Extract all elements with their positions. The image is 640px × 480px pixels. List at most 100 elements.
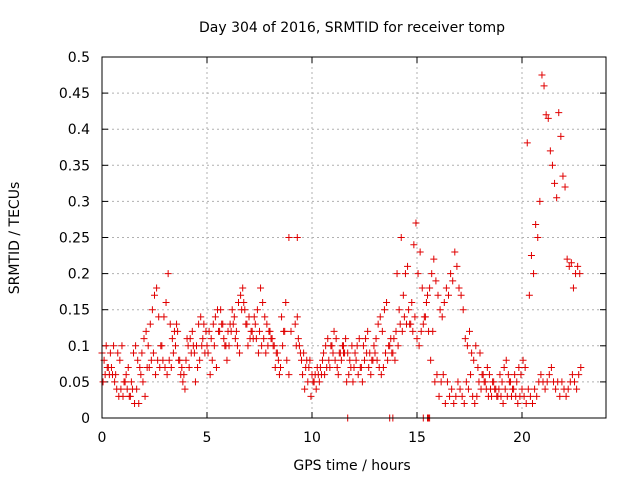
data-point: [211, 313, 219, 321]
data-point: [432, 277, 440, 285]
data-point: [293, 234, 301, 241]
data-point: [112, 371, 120, 379]
data-point: [328, 342, 336, 350]
data-point: [132, 342, 140, 350]
data-point: [294, 335, 302, 343]
y-tick-label: 0.4: [68, 122, 90, 138]
data-point: [223, 356, 231, 364]
data-point: [518, 385, 526, 393]
data-point: [265, 327, 273, 335]
data-point: [280, 327, 288, 335]
data-point: [527, 252, 535, 260]
data-point: [209, 320, 217, 328]
data-point: [158, 342, 166, 350]
data-point: [488, 392, 496, 400]
data-point: [374, 320, 382, 328]
data-point: [519, 356, 527, 364]
data-point: [326, 363, 334, 371]
data-point: [301, 385, 309, 393]
data-point: [196, 356, 204, 364]
data-point: [309, 378, 317, 386]
data-point: [296, 349, 304, 357]
data-point: [233, 342, 241, 350]
data-point: [347, 363, 355, 371]
data-point: [370, 342, 378, 350]
x-tick-label: 15: [408, 430, 426, 446]
data-point: [556, 392, 564, 400]
data-point: [240, 298, 248, 306]
data-point: [411, 313, 419, 321]
y-tick-label: 0.45: [59, 86, 90, 102]
data-point: [361, 356, 368, 364]
data-point: [362, 335, 370, 343]
data-point: [105, 371, 113, 379]
data-point: [395, 306, 403, 314]
data-point: [229, 320, 237, 328]
data-point: [248, 327, 256, 335]
data-point: [267, 335, 275, 343]
data-point: [559, 172, 567, 180]
data-point: [257, 284, 265, 292]
data-point: [450, 400, 458, 408]
data-point: [449, 277, 457, 285]
data-point: [499, 400, 507, 408]
data-point: [430, 255, 438, 263]
y-tick-label: 0: [81, 411, 90, 427]
data-point: [204, 349, 212, 357]
data-point: [206, 371, 214, 379]
data-point: [474, 363, 482, 371]
data-point: [252, 335, 260, 343]
data-point: [189, 342, 197, 350]
data-point: [455, 284, 463, 292]
data-point: [106, 349, 114, 357]
data-point: [242, 320, 250, 328]
data-point: [569, 284, 577, 292]
data-point: [352, 356, 360, 364]
plot-border: [101, 56, 607, 419]
data-point: [409, 327, 417, 335]
data-point: [574, 262, 582, 270]
data-point: [219, 320, 227, 328]
data-point: [291, 320, 299, 328]
data-point: [340, 349, 347, 357]
data-point: [540, 82, 548, 90]
data-point: [552, 385, 560, 393]
data-point: [419, 320, 427, 328]
data-point: [338, 342, 346, 350]
data-point: [261, 313, 269, 321]
data-point: [544, 114, 552, 122]
data-point: [359, 342, 367, 350]
data-point: [443, 378, 451, 386]
data-point: [435, 392, 443, 400]
data-point: [448, 385, 456, 393]
data-point: [153, 284, 161, 292]
data-point: [118, 342, 126, 350]
data-point: [436, 306, 444, 314]
data-point: [542, 111, 550, 119]
data-point: [278, 313, 286, 321]
data-point: [228, 306, 236, 314]
data-point: [258, 342, 266, 350]
data-point: [472, 342, 480, 350]
data-point: [110, 342, 118, 350]
data-point: [526, 392, 534, 400]
data-point: [162, 298, 170, 306]
data-point: [146, 320, 154, 328]
data-point: [177, 371, 185, 379]
data-point: [307, 392, 315, 400]
data-point: [169, 349, 177, 357]
data-point: [220, 335, 228, 343]
data-point: [422, 298, 430, 306]
x-tick-label: 0: [98, 430, 107, 446]
data-point: [172, 342, 179, 350]
data-point: [452, 392, 460, 400]
data-point: [437, 378, 445, 386]
data-point: [415, 342, 423, 350]
data-point: [322, 342, 330, 350]
data-point: [237, 291, 245, 299]
data-point: [122, 371, 130, 379]
data-point: [230, 313, 238, 321]
data-point: [271, 363, 279, 371]
data-point: [463, 342, 471, 350]
